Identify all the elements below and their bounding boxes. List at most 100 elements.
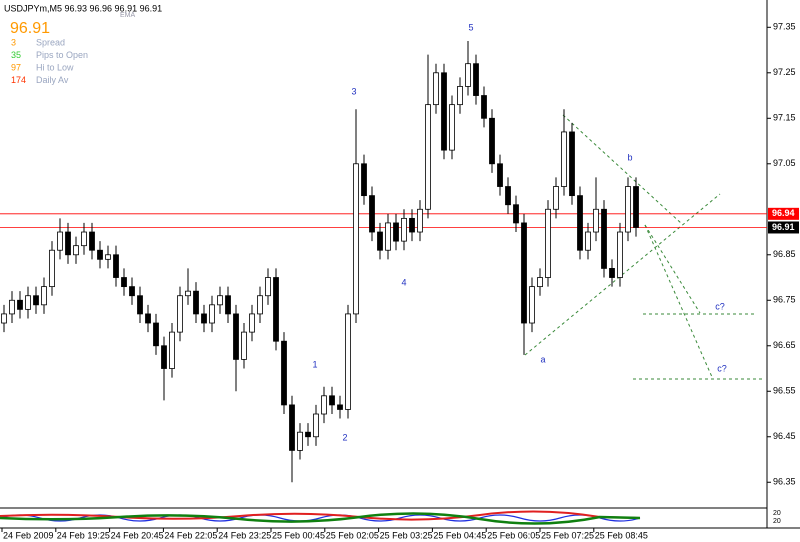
candle-body [273, 277, 279, 342]
x-tick-label: 24 Feb 19:25 [57, 530, 110, 540]
y-tick-label: 96.75 [773, 295, 796, 305]
x-tick-label: 25 Feb 00:45 [272, 530, 325, 540]
candle-body [401, 217, 407, 242]
info-value: 97 [11, 62, 21, 72]
candle-body [545, 208, 551, 278]
price-display: 96.91 [10, 20, 50, 37]
info-value: 35 [11, 50, 21, 60]
candle-body [41, 286, 47, 306]
wave-label: 2 [342, 432, 347, 442]
candle-body [321, 395, 327, 415]
info-label: Daily Av [36, 75, 69, 85]
x-tick-label: 24 Feb 22:05 [164, 530, 217, 540]
trend-line [644, 224, 713, 378]
price-box-label: 96.94 [772, 208, 795, 218]
candle-body [257, 295, 263, 315]
candle-body [177, 295, 183, 333]
candle-body [529, 286, 535, 324]
candle-body [585, 231, 591, 251]
candle-body [169, 331, 175, 369]
candle-body [81, 231, 87, 247]
candle-body [161, 345, 167, 369]
candle-body [145, 313, 151, 324]
candle-body [481, 95, 487, 119]
candle-body [153, 322, 159, 347]
price-box-label: 96.91 [772, 222, 795, 232]
wave-label: 3 [351, 86, 356, 96]
y-tick-label: 96.45 [773, 431, 796, 441]
candle-body [577, 195, 583, 251]
candle-body [337, 404, 343, 410]
trend-line [562, 114, 683, 225]
x-tick-label: 25 Feb 06:05 [487, 530, 540, 540]
candle-body [241, 331, 247, 360]
info-label: Spread [36, 37, 65, 47]
candle-body [361, 163, 367, 197]
y-tick-label: 97.35 [773, 22, 796, 32]
candle-body [49, 249, 55, 288]
candle-body [433, 72, 439, 106]
candle-body [601, 208, 607, 269]
candle-body [473, 63, 479, 96]
y-tick-label: 97.25 [773, 67, 796, 77]
candle-body [297, 431, 303, 451]
price-box [768, 207, 799, 220]
candle-body [417, 208, 423, 233]
indicator-name: EMA [120, 12, 136, 19]
candle-body [201, 313, 207, 324]
candle-body [409, 217, 415, 233]
candle-body [393, 222, 399, 242]
candle-body [193, 290, 199, 315]
candle-body [489, 117, 495, 165]
indicator-line [0, 512, 641, 525]
candle-body [9, 299, 15, 315]
info-label: Hi to Low [36, 62, 74, 72]
candle-body [377, 231, 383, 251]
candle-body [249, 313, 255, 333]
candle-body [561, 131, 567, 187]
info-value: 3 [11, 37, 16, 47]
candle-body [305, 431, 311, 438]
candle-body [65, 231, 71, 256]
candle-body [57, 231, 63, 251]
x-tick-label: 25 Feb 04:45 [433, 530, 486, 540]
candle-body [425, 104, 431, 210]
wave-label: c? [715, 301, 725, 311]
candle-body [497, 163, 503, 187]
candle-body [617, 231, 623, 278]
candle-body [233, 313, 239, 360]
candle-body [385, 222, 391, 251]
candle-body [217, 295, 223, 306]
candle-body [225, 295, 231, 315]
y-tick-label: 96.55 [773, 386, 796, 396]
candle-body [465, 63, 471, 87]
candle-body [129, 286, 135, 297]
candle-body [289, 404, 295, 451]
candle-body [633, 186, 639, 228]
candle-body [1, 313, 7, 324]
candle-body [521, 222, 527, 324]
indicator-label: 20 [773, 518, 781, 525]
candle-body [73, 245, 79, 256]
candle-body [209, 304, 215, 324]
candle-body [345, 313, 351, 410]
wave-label: 1 [312, 359, 317, 369]
candle-body [505, 186, 511, 206]
header: USDJPYm,M5 96.93 96.96 96.91 96.91 [4, 3, 162, 13]
indicator-lines [0, 510, 641, 525]
candle-body [97, 249, 103, 260]
candle-body [329, 395, 335, 406]
x-tick-label: 25 Feb 07:25 [541, 530, 594, 540]
indicator-line [0, 510, 641, 521]
wave-label: 4 [401, 277, 406, 287]
y-tick-label: 96.85 [773, 249, 796, 259]
candle-body [185, 290, 191, 297]
candle-body [25, 295, 31, 310]
wave-label: 5 [468, 22, 473, 32]
candle-body [137, 295, 143, 315]
candle-body [449, 104, 455, 151]
y-tick-label: 97.15 [773, 113, 796, 123]
candle-body [593, 208, 599, 233]
